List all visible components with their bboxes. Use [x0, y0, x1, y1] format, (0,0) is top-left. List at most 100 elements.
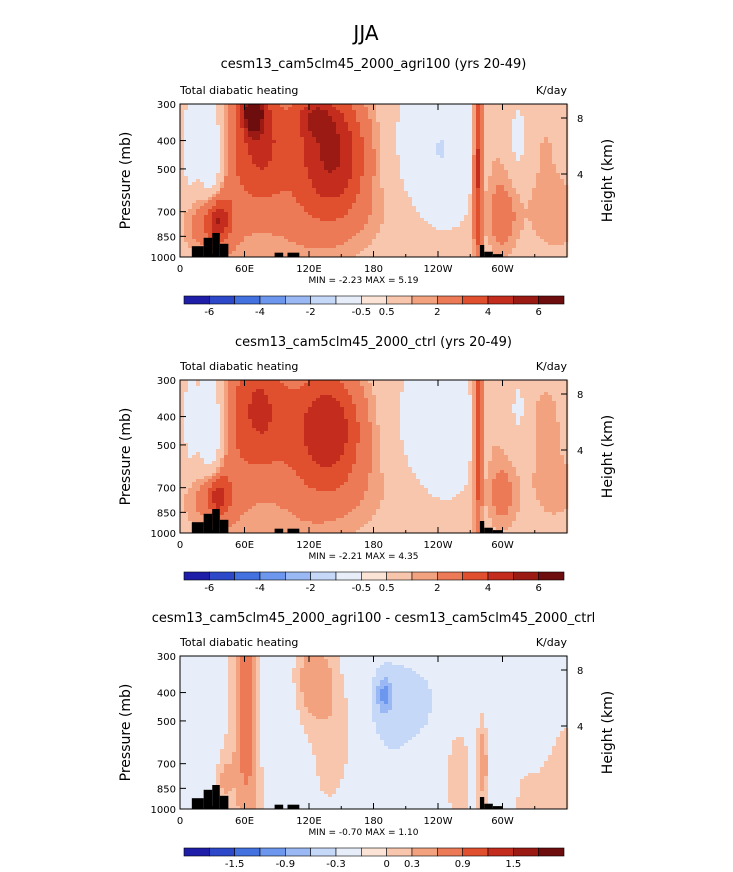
contour-cell	[448, 140, 453, 144]
contour-cell	[272, 152, 277, 156]
contour-cell	[388, 230, 393, 234]
contour-cell	[356, 233, 361, 237]
contour-cell	[292, 197, 297, 201]
contour-cell	[428, 137, 433, 141]
contour-cell	[372, 203, 377, 207]
contour-cell	[564, 152, 569, 156]
contour-cell	[388, 161, 393, 165]
contour-cell	[512, 230, 517, 234]
contour-cell	[444, 161, 449, 165]
contour-cell	[320, 182, 325, 186]
contour-cell	[196, 125, 201, 129]
contour-cell	[184, 194, 189, 198]
contour-cell	[396, 119, 401, 123]
contour-cell	[508, 134, 513, 138]
contour-cell	[388, 137, 393, 141]
x-tick-label: 0	[177, 264, 183, 275]
contour-cell	[396, 122, 401, 126]
contour-cell	[184, 176, 189, 180]
contour-cell	[416, 242, 421, 246]
contour-cell	[224, 230, 229, 234]
contour-cell	[192, 182, 197, 186]
contour-cell	[468, 107, 473, 111]
contour-cell	[312, 182, 317, 186]
contour-cell	[508, 182, 513, 186]
contour-cell	[432, 164, 437, 168]
contour-cell	[380, 155, 385, 159]
contour-cell	[464, 131, 469, 135]
contour-cell	[376, 161, 381, 165]
contour-cell	[224, 116, 229, 120]
contour-cell	[448, 143, 453, 147]
contour-cell	[212, 209, 217, 213]
contour-cell	[404, 182, 409, 186]
contour-cell	[236, 158, 241, 162]
contour-cell	[548, 122, 553, 126]
contour-cell	[292, 215, 297, 219]
contour-cell	[300, 227, 305, 231]
contour-cell	[524, 173, 529, 177]
contour-cell	[516, 227, 521, 231]
contour-cell	[280, 206, 285, 210]
contour-cell	[248, 179, 253, 183]
contour-cell	[496, 143, 501, 147]
contour-cell	[200, 197, 205, 201]
contour-cell	[548, 170, 553, 174]
contour-cell	[332, 122, 337, 126]
contour-cell	[288, 230, 293, 234]
contour-cell	[428, 218, 433, 222]
contour-cell	[208, 218, 213, 222]
contour-cell	[304, 182, 309, 186]
contour-cell	[388, 140, 393, 144]
contour-cell	[292, 110, 297, 114]
contour-cell	[236, 146, 241, 150]
contour-cell	[428, 209, 433, 213]
contour-cell	[276, 143, 281, 147]
contour-cell	[304, 122, 309, 126]
contour-cell	[248, 194, 253, 198]
contour-cell	[452, 179, 457, 183]
contour-cell	[200, 176, 205, 180]
contour-cell	[332, 155, 337, 159]
contour-cell	[284, 233, 289, 237]
contour-cell	[484, 185, 489, 189]
contour-cell	[356, 152, 361, 156]
contour-cell	[524, 164, 529, 168]
contour-cell	[376, 185, 381, 189]
contour-cell	[304, 203, 309, 207]
contour-cell	[464, 155, 469, 159]
contour-cell	[260, 212, 265, 216]
contour-cell	[536, 236, 541, 240]
contour-cell	[352, 116, 357, 120]
contour-cell	[188, 224, 193, 228]
contour-cell	[192, 155, 197, 159]
contour-cell	[564, 149, 569, 153]
contour-cell	[408, 188, 413, 192]
contour-cell	[284, 173, 289, 177]
contour-cell	[236, 128, 241, 132]
contour-cell	[504, 107, 509, 111]
contour-cell	[564, 143, 569, 147]
contour-cell	[312, 164, 317, 168]
contour-cell	[484, 221, 489, 225]
contour-cell	[240, 176, 245, 180]
contour-cell	[496, 164, 501, 168]
contour-cell	[252, 242, 257, 246]
contour-cell	[396, 146, 401, 150]
contour-cell	[188, 137, 193, 141]
contour-cell	[456, 194, 461, 198]
contour-cell	[480, 107, 485, 111]
contour-cell	[472, 149, 477, 153]
contour-cell	[268, 137, 273, 141]
contour-cell	[256, 176, 261, 180]
contour-cell	[484, 122, 489, 126]
contour-cell	[408, 194, 413, 198]
contour-cell	[440, 164, 445, 168]
contour-cell	[240, 248, 245, 252]
contour-cell	[316, 194, 321, 198]
contour-cell	[188, 173, 193, 177]
contour-cell	[192, 170, 197, 174]
contour-cell	[536, 161, 541, 165]
contour-cell	[336, 179, 341, 183]
contour-cell	[288, 128, 293, 132]
